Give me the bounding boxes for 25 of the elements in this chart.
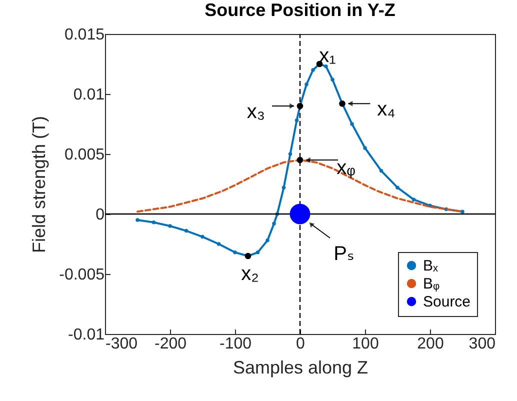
annotation: x₂ [241,263,259,285]
x-tick-label: -200 [154,336,187,352]
x-axis-title: Samples along Z [232,358,368,378]
y-axis-title: Field strength (T) [29,116,50,254]
annotation: Pₛ [334,243,354,265]
annotation: xᵩ [336,157,356,179]
x-tick-label: 0 [296,336,306,352]
y-tick-label: -0.01 [68,326,105,344]
y-tick-label: 0 [96,206,105,224]
legend-label: Bₓ [423,258,438,274]
x-tick-label: 300 [468,336,496,352]
y-tick-label: 0.015 [64,26,105,44]
x-tick-label: -100 [219,336,252,352]
legend-label: Bᵩ [423,276,440,292]
x-tick-label: 200 [417,336,444,352]
y-tick-label: 0.01 [73,86,105,104]
y-tick-label: -0.005 [59,266,105,284]
annotation: x₄ [377,98,396,121]
x-tick-label: 100 [352,336,379,352]
chart-title: Source Position in Y-Z [204,0,396,20]
legend-label: Source [423,294,471,310]
annotation: x₃ [246,101,266,123]
annotation: x₁ [319,45,336,67]
y-tick-label: 0.005 [64,146,105,164]
x-tick-label: -300 [106,336,138,352]
